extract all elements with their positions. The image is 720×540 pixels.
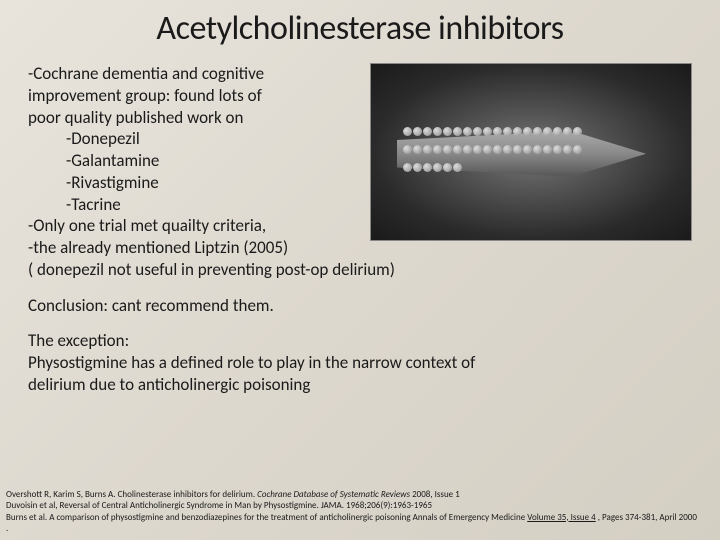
figure-image bbox=[370, 63, 692, 241]
exception-line-3: delirium due to anticholinergic poisonin… bbox=[28, 374, 692, 396]
page-title: Acetylcholinesterase inhibitors bbox=[0, 0, 720, 63]
ref-1-tail: 2008, Issue 1 bbox=[412, 489, 460, 500]
content-area: -Cochrane dementia and cognitive improve… bbox=[0, 63, 720, 396]
warhead-photo bbox=[371, 64, 691, 240]
exception-line-1: The exception: bbox=[28, 330, 692, 352]
ref-3-text: Burns et al. A comparison of physostigmi… bbox=[6, 512, 527, 523]
ref-3-volume: Volume 35, Issue 4 bbox=[527, 512, 595, 523]
ref-1-text: Overshott R, Karim S, Burns A. Cholinest… bbox=[6, 489, 257, 500]
after-line-3: ( donepezil not useful in preventing pos… bbox=[28, 259, 692, 281]
ref-1: Overshott R, Karim S, Burns A. Cholinest… bbox=[6, 489, 710, 500]
exception-line-2: Physostigmine has a defined role to play… bbox=[28, 352, 692, 374]
conclusion-line: Conclusion: cant recommend them. bbox=[28, 295, 692, 317]
references: Overshott R, Karim S, Burns A. Cholinest… bbox=[6, 489, 710, 534]
ref-2: Duvoisin et al, Reversal of Central Anti… bbox=[6, 500, 710, 511]
ref-1-journal: Cochrane Database of Systematic Reviews bbox=[257, 489, 412, 500]
bomblets-cluster bbox=[403, 127, 589, 180]
ref-3-tail: , Pages 374-381, April 2000 bbox=[596, 512, 697, 523]
ref-3: Burns et al. A comparison of physostigmi… bbox=[6, 512, 710, 523]
ref-dot: . bbox=[6, 523, 710, 534]
